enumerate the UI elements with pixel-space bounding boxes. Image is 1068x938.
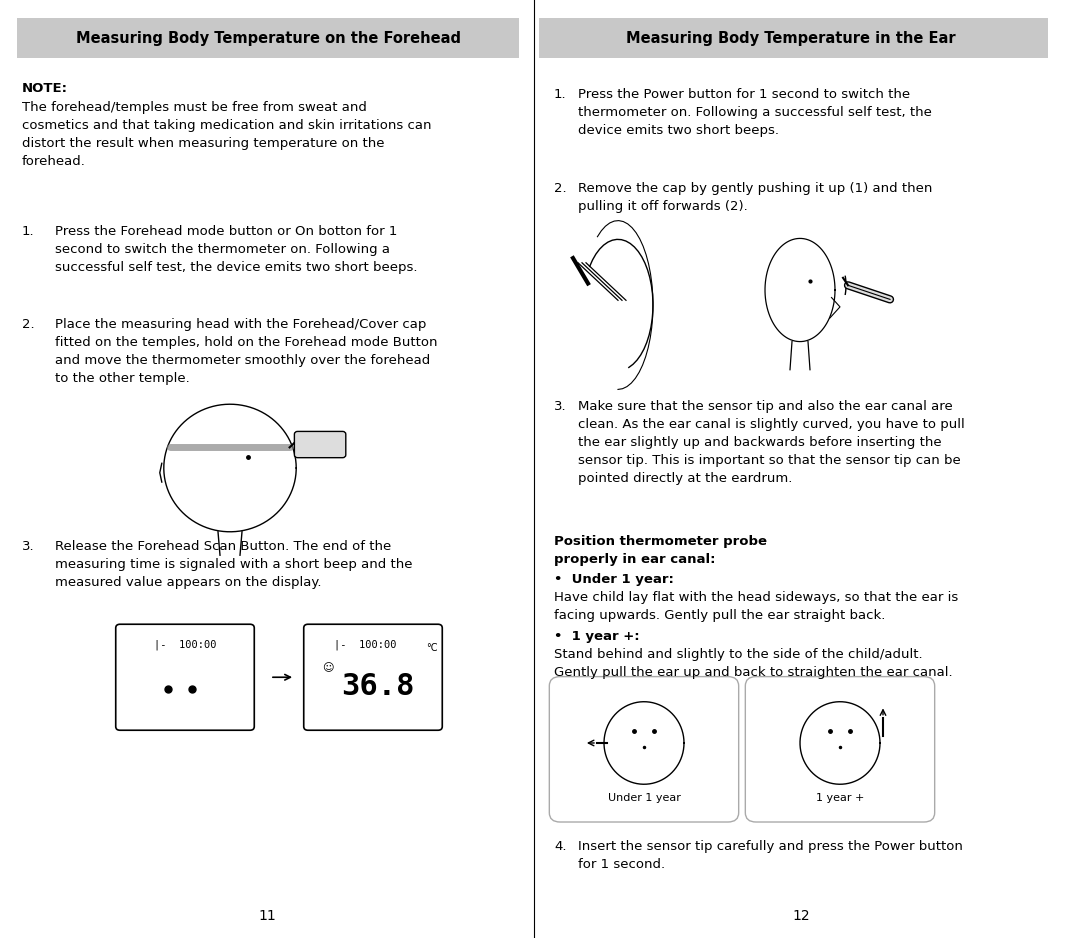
Text: •  Under 1 year:: • Under 1 year: [554, 573, 674, 586]
Text: 11: 11 [258, 909, 276, 923]
Text: Make sure that the sensor tip and also the ear canal are
clean. As the ear canal: Make sure that the sensor tip and also t… [578, 400, 964, 485]
Text: Remove the cap by gently pushing it up (1) and then
pulling it off forwards (2).: Remove the cap by gently pushing it up (… [578, 182, 932, 213]
Text: Stand behind and slightly to the side of the child/adult.
Gently pull the ear up: Stand behind and slightly to the side of… [554, 648, 953, 679]
Text: 36.8: 36.8 [342, 673, 414, 701]
FancyBboxPatch shape [295, 431, 346, 458]
Text: Have child lay flat with the head sideways, so that the ear is
facing upwards. G: Have child lay flat with the head sidewa… [554, 591, 958, 622]
Text: The forehead/temples must be free from sweat and
cosmetics and that taking medic: The forehead/temples must be free from s… [22, 101, 431, 168]
Text: Press the Forehead mode button or On botton for 1
second to switch the thermomet: Press the Forehead mode button or On bot… [54, 225, 418, 274]
FancyBboxPatch shape [303, 625, 442, 731]
Text: Press the Power button for 1 second to switch the
thermometer on. Following a su: Press the Power button for 1 second to s… [578, 88, 932, 137]
Text: Place the measuring head with the Forehead/Cover cap
fitted on the temples, hold: Place the measuring head with the Forehe… [54, 318, 438, 385]
FancyBboxPatch shape [745, 676, 934, 822]
Bar [539, 18, 1048, 58]
Bar [17, 18, 519, 58]
FancyBboxPatch shape [115, 625, 254, 731]
Text: Position thermometer probe: Position thermometer probe [554, 535, 767, 548]
Text: 2.: 2. [554, 182, 567, 195]
Text: 1 year +: 1 year + [816, 794, 864, 803]
Text: 3.: 3. [22, 540, 34, 553]
Text: properly in ear canal:: properly in ear canal: [554, 553, 716, 566]
Text: Insert the sensor tip carefully and press the Power button
for 1 second.: Insert the sensor tip carefully and pres… [578, 840, 963, 871]
Text: Measuring Body Temperature in the Ear: Measuring Body Temperature in the Ear [626, 31, 956, 46]
Text: Release the Forehead Scan Button. The end of the
measuring time is signaled with: Release the Forehead Scan Button. The en… [54, 540, 412, 589]
Text: |-  100:00: |- 100:00 [333, 640, 396, 650]
Text: 1.: 1. [22, 225, 34, 238]
Text: 12: 12 [792, 909, 810, 923]
Text: ☺: ☺ [321, 664, 333, 673]
Text: NOTE:: NOTE: [22, 82, 68, 95]
Text: •  1 year +:: • 1 year +: [554, 630, 640, 643]
Text: 4.: 4. [554, 840, 566, 853]
Text: Measuring Body Temperature on the Forehead: Measuring Body Temperature on the Forehe… [76, 31, 460, 46]
Text: °C: °C [426, 643, 438, 653]
Text: |-  100:00: |- 100:00 [154, 640, 216, 650]
Text: 2.: 2. [22, 318, 34, 331]
Text: Under 1 year: Under 1 year [608, 794, 680, 803]
Text: 1.: 1. [554, 88, 567, 101]
FancyBboxPatch shape [549, 676, 739, 822]
Text: 3.: 3. [554, 400, 567, 413]
